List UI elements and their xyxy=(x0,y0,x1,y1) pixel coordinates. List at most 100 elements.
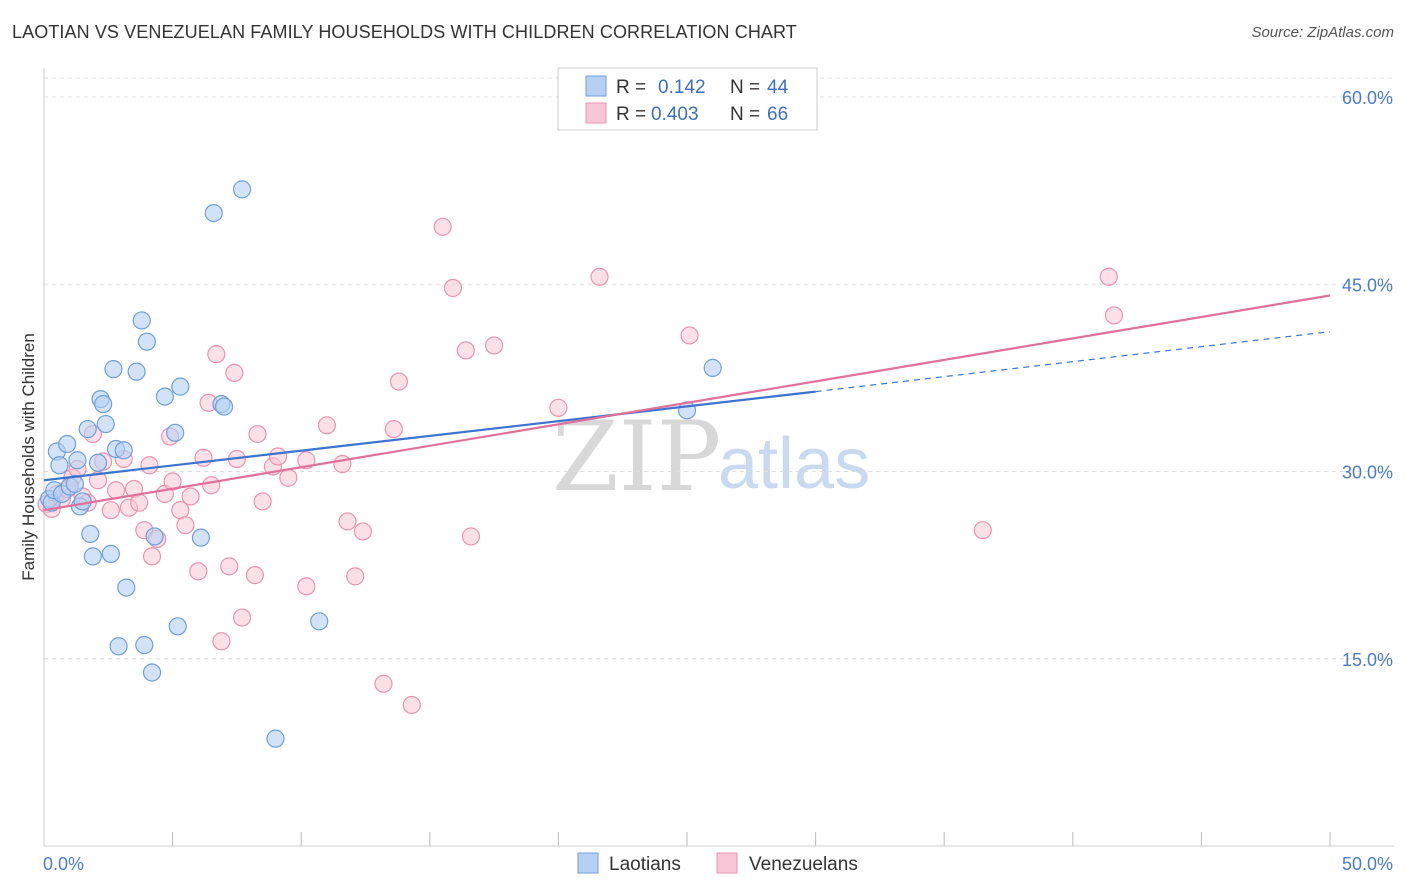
laotian-point xyxy=(168,617,187,636)
watermark-atlas: atlas xyxy=(718,424,870,504)
venezuelan-point xyxy=(590,267,609,286)
bottom-legend-label-venezuelan: Venezuelans xyxy=(749,854,858,875)
legend-n-label-laotian: N = xyxy=(730,77,760,98)
venezuelan-point xyxy=(181,487,200,506)
laotian-point xyxy=(132,311,151,330)
laotian-point xyxy=(232,180,252,199)
legend-r-label-venezuelan: R = xyxy=(616,104,646,125)
laotian-point xyxy=(171,377,190,396)
laotian-point xyxy=(101,544,120,563)
y-tick-label: 45.0% xyxy=(1342,275,1393,295)
laotian-point xyxy=(50,456,69,475)
venezuelan-point xyxy=(1104,306,1124,325)
venezuelan-point xyxy=(140,456,159,475)
laotian-point xyxy=(191,528,210,547)
laotian-point xyxy=(94,394,113,414)
laotian-point xyxy=(117,578,136,597)
laotian-point xyxy=(166,423,185,442)
venezuelan-point xyxy=(333,454,352,474)
laotian-trend-extension xyxy=(815,331,1331,393)
venezuelan-point xyxy=(297,451,316,470)
venezuelan-point xyxy=(279,468,298,487)
laotian-point xyxy=(88,453,108,472)
venezuelan-point xyxy=(207,345,226,364)
laotian-point xyxy=(155,387,174,406)
y-tick-label: 15.0% xyxy=(1342,650,1393,670)
y-axis-title: Family Households with Children xyxy=(19,333,38,581)
y-tick-label: 60.0% xyxy=(1342,88,1393,108)
legend-box: R = 0.142 N = 44 R = 0.403 N = 66 xyxy=(557,67,818,131)
legend-n-label-venezuelan: N = xyxy=(730,104,760,125)
venezuelan-point xyxy=(353,522,373,541)
x-tick-label-max: 50.0% xyxy=(1342,854,1393,874)
venezuelan-point xyxy=(297,577,316,596)
venezuelan-point xyxy=(253,492,272,511)
venezuelan-trend-line xyxy=(43,294,1331,512)
source-note: Source: ZipAtlas.com xyxy=(1251,24,1394,41)
venezuelan-point xyxy=(248,424,267,444)
venezuelan-point xyxy=(389,372,409,391)
axis-layer xyxy=(43,68,1394,847)
venezuelan-point xyxy=(461,527,481,546)
trend-lines xyxy=(43,294,1331,512)
laotian-point xyxy=(83,547,102,566)
watermark-zip: ZIP xyxy=(552,401,721,513)
chart-title: LAOTIAN VS VENEZUELAN FAMILY HOUSEHOLDS … xyxy=(12,22,797,42)
legend-r-value-venezuelan: 0.403 xyxy=(651,104,699,125)
laotian-point xyxy=(135,635,154,655)
venezuelan-point xyxy=(189,562,208,581)
venezuelan-point xyxy=(433,217,452,236)
laotian-point xyxy=(65,474,84,494)
venezuelan-point xyxy=(456,341,475,360)
y-tick-label: 30.0% xyxy=(1342,463,1393,483)
laotian-point xyxy=(310,612,329,631)
venezuelan-point xyxy=(346,567,365,586)
laotian-point xyxy=(114,441,133,460)
venezuelan-point xyxy=(374,674,393,693)
laotian-point xyxy=(58,434,77,454)
venezuelan-point xyxy=(384,419,403,439)
x-tick-label-min: 0.0% xyxy=(43,854,84,874)
bottom-legend-swatch-venezuelan xyxy=(716,852,738,874)
venezuelan-point xyxy=(220,557,239,576)
laotian-point xyxy=(78,419,97,439)
venezuelan-point xyxy=(443,278,463,298)
venezuelan-point xyxy=(268,447,288,466)
venezuelan-point xyxy=(973,521,992,540)
y-tick-labels: 15.0% 30.0% 45.0% 60.0% xyxy=(1342,88,1393,670)
laotian-point xyxy=(109,637,128,656)
laotian-point xyxy=(214,397,234,416)
venezuelan-point xyxy=(485,336,504,355)
legend-swatch-laotian xyxy=(585,75,607,97)
laotian-point xyxy=(96,414,115,434)
venezuelan-point xyxy=(317,416,337,435)
laotian-trend-line xyxy=(43,390,816,482)
legend-r-value-laotian: 0.142 xyxy=(658,77,706,98)
laotian-point xyxy=(266,729,285,748)
venezuelan-point xyxy=(142,547,162,566)
legend-n-value-venezuelan: 66 xyxy=(767,104,788,125)
bottom-legend-label-laotian: Laotians xyxy=(609,854,681,875)
laotian-point xyxy=(204,203,223,223)
venezuelan-point xyxy=(402,695,421,715)
laotian-point xyxy=(104,360,123,379)
venezuelan-point xyxy=(225,363,244,382)
venezuelan-point xyxy=(1099,267,1118,286)
venezuelan-point xyxy=(176,516,195,535)
legend-n-value-laotian: 44 xyxy=(767,77,789,98)
venezuelan-point xyxy=(245,566,265,585)
venezuelan-point xyxy=(338,512,357,531)
venezuelan-point xyxy=(163,472,182,491)
laotian-point xyxy=(137,332,156,351)
laotian-point xyxy=(142,663,162,682)
venezuelan-point xyxy=(212,632,231,651)
venezuelan-point xyxy=(680,326,699,345)
laotian-point xyxy=(145,527,164,546)
venezuelan-point xyxy=(130,493,149,512)
bottom-legend-swatch-laotian xyxy=(577,852,599,874)
venezuelan-point xyxy=(232,608,252,627)
legend-swatch-venezuelan xyxy=(585,102,607,124)
laotian-point xyxy=(81,524,100,544)
laotian-point xyxy=(703,358,722,377)
